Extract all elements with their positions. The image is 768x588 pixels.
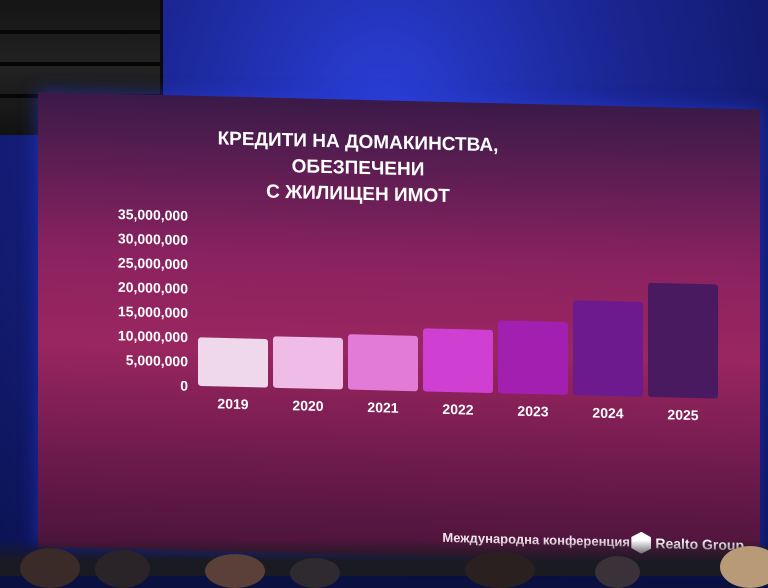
audience-head bbox=[595, 556, 640, 588]
audience-head bbox=[465, 552, 535, 588]
bar-2023 bbox=[498, 320, 568, 395]
x-axis: 2019 2020 2021 2022 2023 2024 2025 bbox=[217, 395, 698, 423]
x-tick-label: 2020 bbox=[292, 397, 323, 414]
audience-head bbox=[95, 550, 150, 588]
x-tick-label: 2021 bbox=[367, 399, 398, 416]
y-tick-label: 10,000,000 bbox=[118, 327, 188, 345]
bar-2024 bbox=[573, 300, 643, 397]
chart-title-line: КРЕДИТИ НА ДОМАКИНСТВА, bbox=[218, 128, 499, 156]
y-tick-label: 0 bbox=[180, 377, 188, 393]
chart-title-line: С ЖИЛИЩЕН ИМОТ bbox=[266, 182, 450, 207]
y-axis: 0 5,000,000 10,000,000 15,000,000 20,000,000… bbox=[118, 206, 188, 394]
bars bbox=[198, 282, 718, 399]
audience-head bbox=[720, 546, 768, 588]
speaker-grille bbox=[0, 30, 160, 34]
x-tick-label: 2022 bbox=[442, 401, 473, 418]
bar-2019 bbox=[198, 337, 268, 388]
x-tick-label: 2025 bbox=[667, 406, 698, 423]
y-tick-label: 30,000,000 bbox=[118, 230, 188, 248]
audience-head bbox=[290, 558, 340, 588]
audience-heads bbox=[0, 540, 768, 588]
x-tick-label: 2023 bbox=[517, 403, 548, 420]
y-tick-label: 5,000,000 bbox=[126, 352, 188, 370]
speaker-grille bbox=[0, 62, 160, 66]
audience-head bbox=[205, 554, 265, 588]
bar-2020 bbox=[273, 336, 343, 390]
bar-2021 bbox=[348, 334, 418, 392]
y-tick-label: 20,000,000 bbox=[118, 279, 188, 297]
y-tick-label: 15,000,000 bbox=[118, 303, 188, 321]
chart-title-line: ОБЕЗПЕЧЕНИ bbox=[292, 156, 425, 180]
x-tick-label: 2019 bbox=[217, 395, 248, 412]
x-tick-label: 2024 bbox=[592, 405, 623, 422]
audience-head bbox=[20, 548, 80, 588]
bar-2022 bbox=[423, 328, 493, 394]
projection-screen: КРЕДИТИ НА ДОМАКИНСТВА, ОБЕЗПЕЧЕНИ С ЖИЛИЩ… bbox=[38, 92, 760, 565]
y-tick-label: 25,000,000 bbox=[118, 255, 188, 273]
y-tick-label: 35,000,000 bbox=[118, 206, 188, 224]
bar-2025 bbox=[648, 282, 718, 399]
